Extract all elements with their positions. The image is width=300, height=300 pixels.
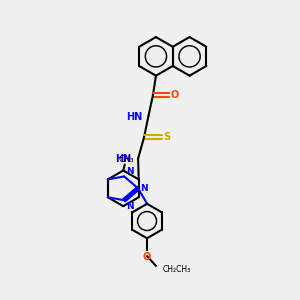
Text: O: O: [143, 252, 151, 262]
Text: N: N: [126, 167, 133, 176]
Text: O: O: [171, 90, 179, 100]
Text: HN: HN: [115, 154, 132, 164]
Text: N: N: [126, 202, 133, 211]
Text: CH₂CH₃: CH₂CH₃: [163, 265, 191, 274]
Text: N: N: [140, 184, 148, 193]
Text: HN: HN: [126, 112, 142, 122]
Text: CH₃: CH₃: [118, 155, 134, 164]
Text: S: S: [164, 132, 170, 142]
